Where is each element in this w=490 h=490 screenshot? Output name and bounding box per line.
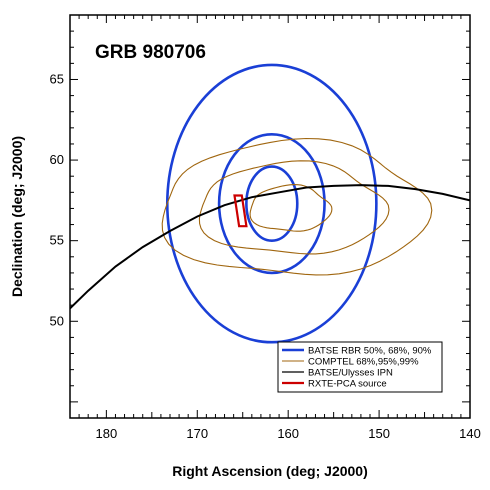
legend-label: BATSE/Ulysses IPN <box>308 368 393 379</box>
batse-error-circle <box>245 165 299 242</box>
batse-error-circle <box>165 63 378 344</box>
y-tick-label: 50 <box>50 313 64 328</box>
legend-label: RXTE-PCA source <box>308 379 387 390</box>
x-axis-label: Right Ascension (deg; J2000) <box>172 463 368 479</box>
plot-area <box>70 63 470 344</box>
ipn-annulus-line <box>70 184 470 310</box>
x-tick-label: 140 <box>459 426 481 441</box>
y-tick-label: 55 <box>50 233 64 248</box>
legend: BATSE RBR 50%, 68%, 90%COMPTEL 68%,95%,9… <box>277 341 443 393</box>
comptel-contour <box>249 184 333 232</box>
y-tick-label: 65 <box>50 71 64 86</box>
axis-ticks: 180 170 160 150 140 50 55 60 65 <box>50 14 481 441</box>
comptel-contour <box>198 160 390 255</box>
x-tick-label: 180 <box>96 426 118 441</box>
comptel-contour <box>161 137 433 276</box>
batse-error-circle <box>217 132 326 275</box>
y-axis-label: Declination (deg; J2000) <box>9 136 25 297</box>
rxte-pca-source-box <box>233 194 248 228</box>
chart-title: GRB 980706 <box>95 42 206 63</box>
x-tick-label: 160 <box>277 426 299 441</box>
legend-label: COMPTEL 68%,95%,99% <box>308 357 419 368</box>
y-tick-label: 60 <box>50 152 64 167</box>
x-tick-label: 150 <box>368 426 390 441</box>
x-tick-label: 170 <box>186 426 208 441</box>
legend-box <box>277 341 443 393</box>
legend-label: BATSE RBR 50%, 68%, 90% <box>308 346 432 357</box>
